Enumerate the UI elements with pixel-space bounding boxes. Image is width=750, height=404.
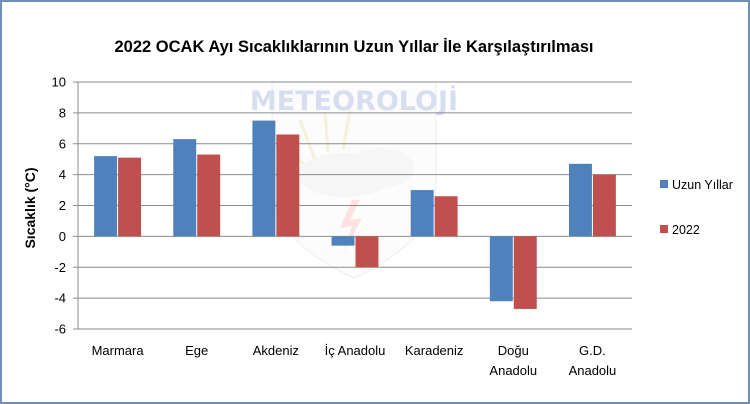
meteoroloji-logo-watermark: METEOROLOJİ	[250, 81, 458, 279]
legend-label: 2022	[672, 223, 700, 237]
bar-uzun-yillar	[331, 236, 355, 246]
x-tick-labels: Marmara Ege Akdeniz İç Anadolu Karadeniz Doğu…	[92, 343, 617, 378]
bar-2022	[197, 154, 221, 237]
x-tick-label: G.D.	[579, 343, 606, 358]
chart-title: 2022 OCAK Ayı Sıcaklıklarının Uzun Yılla…	[114, 38, 593, 56]
bar-uzun-yillar	[489, 236, 513, 302]
legend-swatch	[660, 180, 668, 188]
bar-uzun-yillar	[173, 139, 197, 237]
x-tick-label: İç Anadolu	[325, 343, 386, 358]
y-tick-label: 10	[52, 75, 66, 90]
y-axis-label: Sıcaklık (°C)	[22, 167, 38, 248]
x-tick-label: Ege	[185, 343, 208, 358]
bar-uzun-yillar	[252, 120, 276, 237]
legend: Uzun Yıllar 2022	[660, 178, 733, 237]
x-tick-label: Anadolu	[489, 363, 537, 378]
y-tick-label: 4	[59, 167, 66, 182]
bar-2022	[355, 236, 379, 268]
x-tick-label: Anadolu	[569, 363, 617, 378]
y-tick-labels: -6 -4 -2 0 2 4 6 8 10	[52, 75, 66, 337]
x-tick-label: Karadeniz	[405, 343, 464, 358]
legend-swatch	[660, 225, 668, 233]
y-tick-label: -6	[54, 322, 66, 337]
y-tick-label: 2	[59, 198, 66, 213]
bar-uzun-yillar	[410, 190, 434, 237]
bar-uzun-yillar	[568, 163, 592, 237]
x-tick-label: Akdeniz	[253, 343, 299, 358]
gridlines	[73, 81, 632, 330]
bar-2022	[118, 157, 142, 237]
y-tick-label: 0	[59, 229, 66, 244]
y-tick-label: 8	[59, 105, 66, 120]
bar-2022	[276, 134, 300, 237]
bar-2022	[592, 174, 616, 237]
bar-uzun-yillar	[94, 156, 118, 237]
watermark-text: METEOROLOJİ	[250, 85, 458, 117]
legend-label: Uzun Yıllar	[672, 178, 733, 192]
bar-2022	[434, 196, 458, 237]
x-tick-label: Doğu	[498, 343, 529, 358]
x-tick-label: Marmara	[92, 343, 145, 358]
y-tick-label: -4	[54, 291, 66, 306]
bars	[94, 120, 616, 309]
bar-2022	[513, 236, 537, 309]
y-tick-label: -2	[54, 260, 66, 275]
y-tick-label: 6	[59, 136, 66, 151]
